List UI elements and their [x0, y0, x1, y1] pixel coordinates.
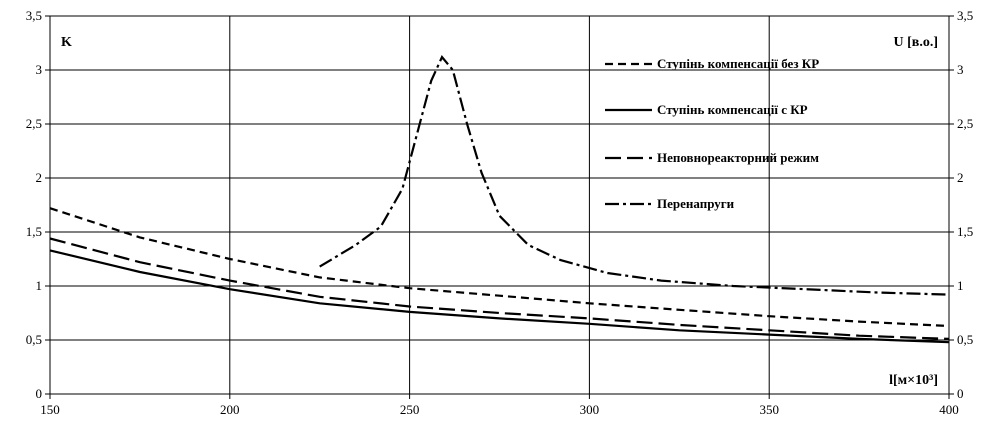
y-tick-label-right: 2: [957, 170, 964, 185]
legend-label: Перенапруги: [657, 196, 735, 211]
legend-label: Неповнореакторний режим: [657, 150, 819, 165]
y-tick-label-right: 2,5: [957, 116, 973, 131]
right-y-axis-ticks: 0 0,5 1 1,5 2 2,5 3 3,5: [949, 8, 973, 401]
series-line-1: [49, 207, 950, 328]
x-tick-label: 300: [580, 402, 600, 417]
legend: Ступінь компенсації без КР Ступінь компен…: [605, 56, 819, 211]
y-tick-label-right: 3: [957, 62, 964, 77]
y-tick-label-left: 0: [36, 386, 43, 401]
y-tick-label-right: 0: [957, 386, 964, 401]
x-tick-label: 200: [220, 402, 240, 417]
x-tick-label: 350: [759, 402, 779, 417]
y-tick-label-left: 1: [36, 278, 43, 293]
y-tick-label-left: 0,5: [26, 332, 42, 347]
legend-label: Ступінь компенсації с КР: [657, 102, 808, 117]
x-axis-ticks: 150 200 250 300 350 400: [40, 394, 959, 417]
y-axis-label-left: K: [61, 35, 72, 50]
x-tick-label: 400: [939, 402, 959, 417]
x-tick-label: 250: [400, 402, 420, 417]
x-axis-label: l[м×10³]: [889, 373, 938, 388]
legend-label: Ступінь компенсації без КР: [657, 56, 819, 71]
left-y-axis-ticks: 0 0,5 1 1,5 2 2,5 3 3,5: [26, 8, 50, 401]
series-lines: [49, 54, 950, 344]
y-tick-label-left: 3: [36, 62, 43, 77]
y-tick-label-left: 1,5: [26, 224, 42, 239]
series-line-4: [319, 54, 950, 296]
gridlines: [49, 15, 950, 395]
y-tick-label-right: 3,5: [957, 8, 973, 23]
y-tick-label-right: 0,5: [957, 332, 973, 347]
x-tick-label: 150: [40, 402, 60, 417]
y-tick-label-right: 1,5: [957, 224, 973, 239]
y-tick-label-left: 2,5: [26, 116, 42, 131]
series-line-3: [49, 237, 950, 340]
y-axis-label-right: U [в.о.]: [894, 35, 939, 50]
series-line-2: [49, 249, 950, 344]
y-tick-label-right: 1: [957, 278, 964, 293]
y-tick-label-left: 2: [36, 170, 43, 185]
y-tick-label-left: 3,5: [26, 8, 42, 23]
